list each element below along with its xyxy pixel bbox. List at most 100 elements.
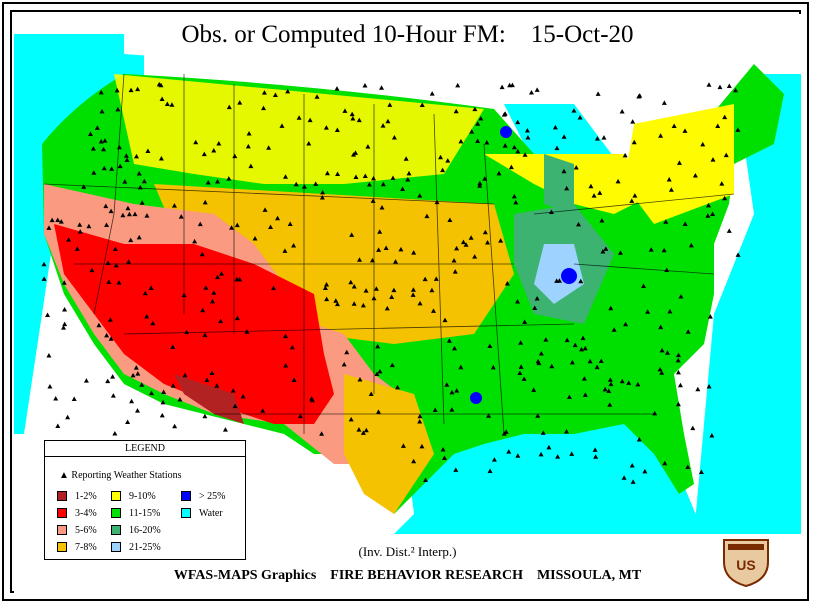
station-marker — [608, 381, 614, 387]
station-marker — [320, 189, 326, 195]
station-marker — [707, 314, 713, 319]
station-marker — [522, 319, 528, 324]
station-marker — [135, 408, 141, 413]
station-marker — [391, 287, 397, 293]
station-marker — [109, 166, 115, 171]
station-marker — [98, 139, 104, 144]
station-marker — [391, 134, 397, 140]
station-marker — [211, 290, 217, 295]
swatch-water — [181, 508, 191, 518]
station-marker — [116, 144, 122, 150]
station-marker — [508, 164, 514, 170]
station-marker — [248, 163, 254, 169]
station-marker — [515, 148, 521, 154]
station-marker — [398, 246, 404, 252]
station-marker — [690, 425, 696, 431]
station-marker — [55, 217, 61, 222]
station-marker — [291, 377, 297, 382]
station-marker — [348, 416, 354, 422]
station-marker — [319, 195, 325, 200]
station-marker — [446, 338, 452, 343]
station-marker — [108, 336, 114, 341]
station-marker — [449, 407, 455, 412]
station-marker — [658, 133, 664, 138]
station-marker — [477, 180, 483, 186]
station-marker — [132, 211, 138, 217]
station-marker — [178, 214, 184, 219]
fuel-moisture-map — [14, 14, 801, 593]
station-marker — [350, 115, 356, 121]
station-marker — [417, 300, 423, 306]
station-marker — [41, 261, 47, 267]
label-5-6: 5-6% — [75, 525, 97, 536]
station-marker — [62, 307, 68, 312]
station-marker — [389, 362, 395, 368]
station-marker — [619, 108, 625, 114]
station-marker — [710, 157, 716, 162]
station-marker — [199, 251, 205, 257]
station-marker — [130, 372, 136, 378]
label-7-8: 7-8% — [75, 542, 97, 553]
station-marker — [546, 444, 552, 450]
station-marker — [159, 412, 165, 418]
station-marker — [458, 138, 464, 144]
station-marker — [393, 259, 399, 264]
station-marker — [170, 383, 176, 388]
station-marker — [389, 294, 395, 300]
station-marker — [723, 152, 729, 158]
station-marker — [594, 364, 600, 370]
station-marker — [606, 388, 612, 394]
station-marker — [423, 477, 429, 482]
station-marker — [587, 358, 593, 364]
footer-left: WFAS-MAPS Graphics — [173, 568, 317, 583]
station-marker — [460, 239, 466, 245]
station-marker — [429, 287, 435, 293]
station-marker — [548, 209, 554, 214]
station-marker — [376, 409, 382, 414]
station-marker — [214, 383, 220, 388]
station-marker — [234, 222, 240, 228]
station-marker — [61, 280, 67, 285]
label-21-25: 21-25% — [129, 542, 161, 553]
station-marker — [615, 178, 621, 184]
station-marker — [411, 250, 417, 255]
station-marker — [77, 229, 83, 234]
station-marker — [511, 193, 517, 199]
station-marker — [234, 315, 240, 321]
station-marker — [229, 225, 235, 230]
station-marker — [582, 345, 588, 351]
station-marker — [454, 245, 460, 251]
station-marker — [588, 183, 594, 189]
station-marker — [126, 211, 132, 217]
station-marker — [124, 157, 130, 162]
station-marker — [41, 276, 47, 281]
station-marker — [502, 111, 508, 116]
station-marker — [261, 90, 267, 95]
station-marker — [170, 344, 176, 350]
station-marker — [380, 181, 386, 187]
station-marker — [621, 475, 627, 480]
station-marker — [569, 451, 575, 456]
station-marker — [387, 102, 393, 107]
station-marker — [45, 312, 51, 318]
station-marker — [607, 402, 613, 407]
station-marker — [61, 325, 67, 330]
station-marker — [490, 364, 496, 370]
station-marker — [695, 386, 701, 392]
station-marker — [102, 138, 108, 143]
station-marker — [205, 180, 211, 185]
station-marker — [410, 292, 416, 297]
station-marker — [566, 394, 572, 399]
footer-middle: FIRE BEHAVIOR RESEARCH — [330, 568, 523, 583]
station-marker — [478, 116, 484, 121]
legend-stations: ▲ Reporting Weather Stations — [59, 470, 182, 481]
station-marker — [630, 119, 636, 124]
station-marker — [661, 247, 667, 253]
station-marker — [440, 167, 446, 173]
station-marker — [114, 87, 120, 93]
station-marker — [453, 108, 459, 114]
station-marker — [668, 187, 674, 192]
station-marker — [682, 221, 688, 226]
station-marker — [455, 82, 461, 88]
station-marker — [700, 141, 706, 147]
